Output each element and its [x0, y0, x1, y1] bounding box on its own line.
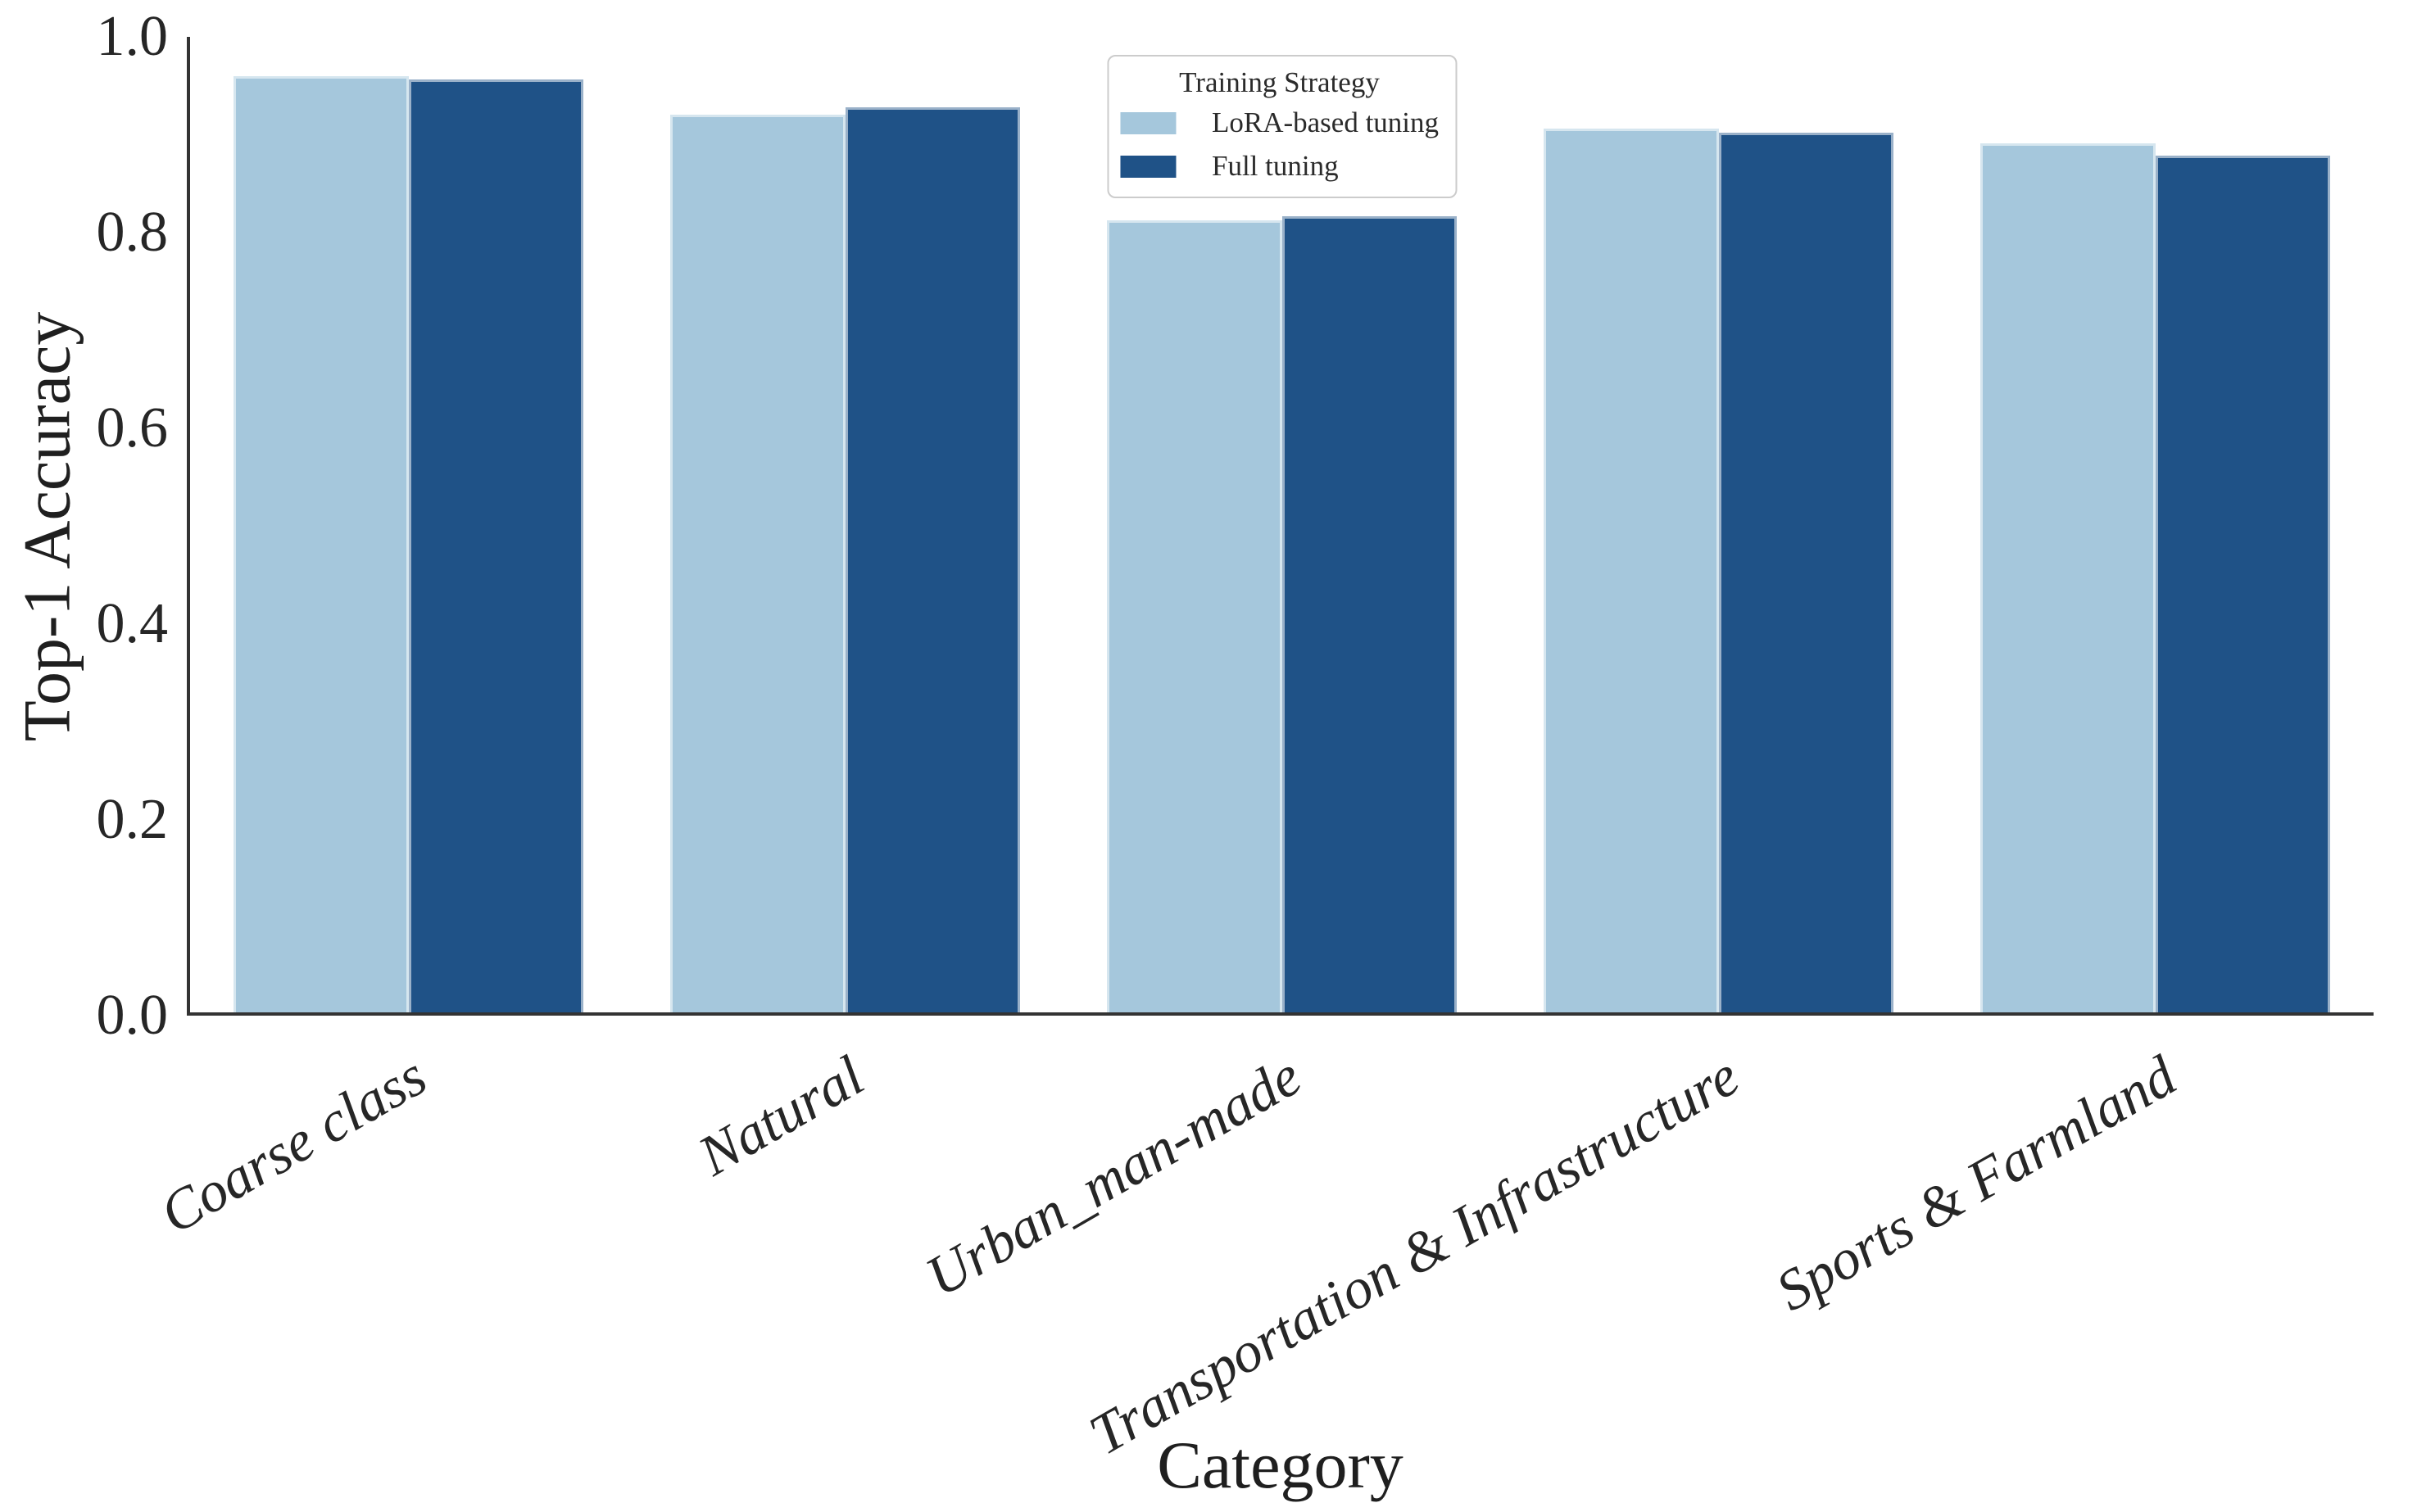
legend-entry-label: Full tuning: [1211, 149, 1339, 182]
bar: [1107, 220, 1282, 1012]
x-tick-label: Urban_man-made: [915, 1044, 1312, 1310]
bar: [1544, 128, 1719, 1012]
bar-group: [1500, 37, 1937, 1012]
legend-entry: Full tuning: [1119, 149, 1439, 183]
bar-group: [627, 37, 1063, 1012]
bar: [1718, 132, 1893, 1012]
x-tick-label: Coarse class: [150, 1044, 438, 1247]
x-axis-label: Category: [1157, 1428, 1403, 1502]
bar: [2155, 156, 2330, 1012]
legend-entry: LoRA-based tuning: [1119, 106, 1440, 139]
bar: [234, 75, 409, 1012]
x-tick-label: Natural: [688, 1044, 875, 1188]
bar-group: [1937, 37, 2374, 1012]
x-tick-label: Sports & Farmland: [1766, 1044, 2187, 1324]
y-axis-ticks: 0.0 0.2 0.4 0.6 0.8 1.0: [0, 8, 169, 1044]
legend-swatch: [1119, 112, 1176, 134]
y-tick-label: 0.0: [96, 984, 169, 1047]
bar: [670, 115, 846, 1012]
legend: Training Strategy LoRA-based tuning Full …: [1106, 55, 1458, 199]
legend-entry-label: LoRA-based tuning: [1211, 106, 1440, 139]
y-tick-label: 0.4: [96, 592, 169, 655]
y-tick-label: 1.0: [96, 5, 169, 68]
plot-area: Training Strategy LoRA-based tuning Full …: [187, 37, 2374, 1016]
bars-layer: [190, 37, 2374, 1012]
legend-title: Training Strategy: [1179, 66, 1380, 98]
bar: [1980, 143, 2156, 1012]
bar: [408, 79, 583, 1012]
bar: [1281, 216, 1457, 1012]
bar-group: [1063, 37, 1500, 1012]
y-tick-label: 0.8: [96, 201, 169, 264]
y-tick-label: 0.2: [96, 788, 169, 851]
legend-entries: LoRA-based tuning Full tuning: [1119, 106, 1440, 183]
bar-group: [190, 37, 627, 1012]
bar: [845, 106, 1020, 1012]
legend-swatch: [1119, 155, 1176, 178]
y-tick-label: 0.6: [96, 396, 169, 459]
